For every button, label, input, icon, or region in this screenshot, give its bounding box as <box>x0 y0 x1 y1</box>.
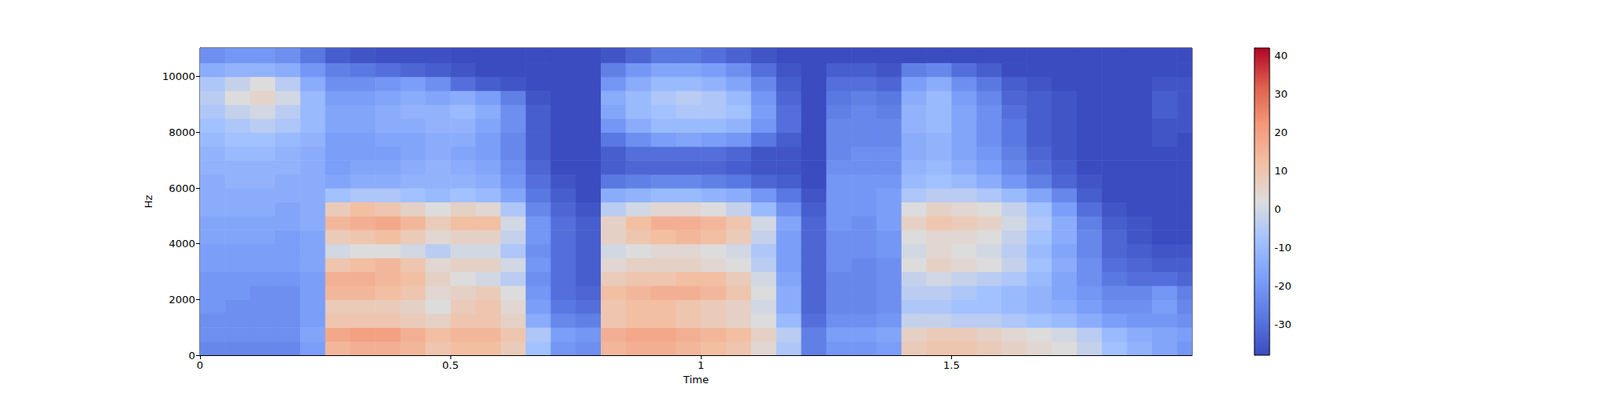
svg-text:40: 40 <box>1274 49 1288 62</box>
svg-text:10000: 10000 <box>162 70 196 83</box>
svg-text:10: 10 <box>1274 164 1288 177</box>
svg-text:Time: Time <box>682 373 709 386</box>
svg-text:0: 0 <box>188 349 196 362</box>
svg-text:8000: 8000 <box>168 126 196 139</box>
svg-text:-30: -30 <box>1274 318 1292 331</box>
svg-text:0: 0 <box>196 359 204 372</box>
svg-text:Hz: Hz <box>142 195 155 209</box>
svg-text:-10: -10 <box>1274 241 1292 254</box>
svg-text:30: 30 <box>1274 88 1288 100</box>
svg-text:4000: 4000 <box>168 237 196 250</box>
svg-text:-20: -20 <box>1274 280 1292 292</box>
svg-text:6000: 6000 <box>168 182 196 195</box>
svg-text:0.5: 0.5 <box>442 359 460 372</box>
svg-text:2000: 2000 <box>168 293 196 306</box>
svg-text:1: 1 <box>697 359 704 372</box>
svg-text:1.5: 1.5 <box>943 359 960 372</box>
svg-text:0: 0 <box>1274 203 1281 216</box>
svg-text:20: 20 <box>1274 126 1288 139</box>
